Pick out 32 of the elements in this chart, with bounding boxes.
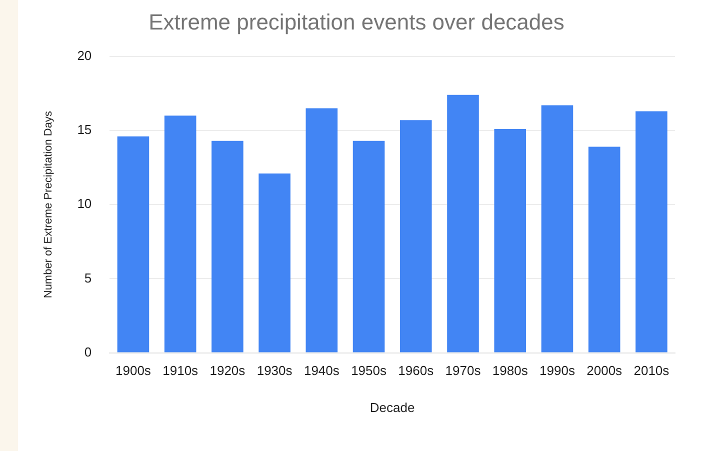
bar (164, 116, 196, 352)
bar (494, 129, 526, 352)
chart-title: Extreme precipitation events over decades (148, 9, 564, 34)
y-tick-label: 5 (84, 270, 92, 286)
y-tick-label: 0 (84, 344, 92, 360)
x-tick-label: 2000s (586, 363, 623, 378)
x-tick-label: 1900s (116, 363, 152, 378)
bar (212, 140, 244, 352)
bar (306, 108, 338, 352)
x-tick-label: 1920s (210, 363, 246, 378)
x-tick-label: 1990s (540, 363, 576, 378)
bar (258, 173, 290, 352)
x-tick-label: 1940s (304, 363, 340, 378)
y-tick-label: 20 (77, 48, 92, 63)
bar (541, 105, 574, 352)
bar (400, 120, 432, 352)
y-axis-title: Number of Extreme Precipitation Days (42, 110, 55, 298)
bar (636, 111, 668, 352)
bar (447, 94, 479, 352)
bar (117, 136, 150, 352)
x-tick-label: 1910s (162, 363, 199, 378)
bar (352, 140, 385, 352)
x-tick-label: 1950s (351, 363, 387, 378)
x-tick-label: 1960s (398, 363, 434, 378)
bar (588, 146, 620, 352)
y-tick-label: 10 (77, 196, 92, 212)
x-axis-title: Decade (370, 400, 415, 415)
x-tick-label: 1980s (492, 363, 528, 378)
x-tick-label: 1970s (445, 363, 482, 378)
x-tick-label: 2010s (634, 363, 670, 378)
y-tick-label: 15 (77, 122, 92, 138)
x-tick-label: 1930s (256, 363, 293, 378)
